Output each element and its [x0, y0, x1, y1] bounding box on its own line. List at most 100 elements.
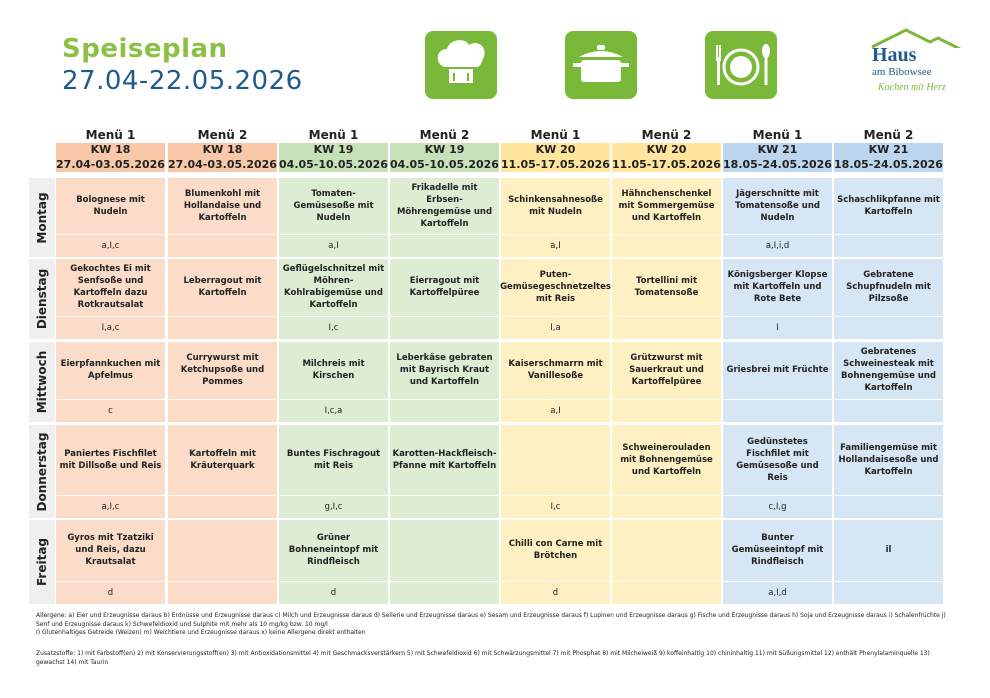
dish-name: Currywurst mit Ketchupsoße und Pommes	[180, 353, 265, 387]
menu-cell: Grützwurst mit Sauerkraut und Kartoffelp…	[612, 342, 721, 422]
kw-header: KW 20	[501, 143, 610, 157]
kw-header: KW 18	[56, 143, 165, 157]
allergen-codes: a,I	[501, 234, 610, 257]
menu-cell: Jägerschnitte mit Tomatensoße und Nudeln…	[723, 178, 832, 257]
allergen-codes	[612, 581, 721, 604]
allergen-codes	[390, 399, 499, 422]
allergen-codes: a,I,c	[56, 495, 165, 518]
menu-cell: Schinkensahnesoße mit Nudeln a,I	[501, 178, 610, 257]
cooking-pot-icon	[565, 31, 637, 99]
menu-cell: Bolognese mit Nudeln a,I,c	[56, 178, 165, 257]
allergen-codes	[168, 316, 277, 339]
dish-name: Eierpfannkuchen mit Apfelmus	[60, 359, 161, 381]
menu-cell: Schaschlikpfanne mit Kartoffeln	[834, 178, 943, 257]
date-header: 27.04-03.05.2026	[56, 157, 165, 172]
dish-name	[392, 526, 497, 574]
allergen-codes: a,I	[501, 399, 610, 422]
dish-name: Bunter Gemüseeintopf mit Rindfleisch	[731, 533, 824, 567]
date-header: 04.05-10.05.2026	[279, 157, 388, 172]
allergen-codes	[168, 234, 277, 257]
chef-hat-icon	[425, 31, 497, 99]
allergen-codes	[723, 399, 832, 422]
date-header: 27.04-03.05.2026	[168, 157, 277, 172]
date-header: 18.05-24.05.2026	[834, 157, 943, 172]
dish-name: Schweinerouladen mit Bohnengemüse und Ka…	[620, 442, 713, 477]
menu-cell	[390, 520, 499, 604]
menu-cell: Blumenkohl mit Hollandaise und Kartoffel…	[168, 178, 277, 257]
allergen-codes	[834, 399, 943, 422]
dish-name: Tomaten-Gemüsesoße mit Nudeln	[293, 188, 374, 223]
allergen-codes	[390, 234, 499, 257]
allergen-codes: I,a	[501, 316, 610, 339]
menu-header: Menü 1	[530, 128, 581, 142]
menu-cell: Kaiserschmarrn mit Vanillesoße a,I	[501, 342, 610, 422]
dish-name: Milchreis mit Kirschen	[302, 359, 365, 381]
dish-name: Bolognese mit Nudeln	[76, 194, 145, 217]
menu-cell	[168, 520, 277, 604]
menu-cell: Leberkäse gebraten mit Bayrisch Kraut un…	[390, 342, 499, 422]
allergen-codes	[390, 581, 499, 604]
menu-cell: Grüner Bohneneintopf mit Rindfleisch d	[279, 520, 388, 604]
dish-name: Hähnchenschenkel mit Sommergemüse und Ka…	[618, 188, 715, 223]
allergen-codes	[612, 316, 721, 339]
allergen-codes	[390, 316, 499, 339]
allergen-codes	[612, 495, 721, 518]
allergen-codes	[834, 316, 943, 339]
day-name: Mittwoch	[35, 350, 49, 414]
dish-name: Buntes Fischragout mit Reis	[286, 448, 381, 471]
dish-name: Schinkensahnesoße mit Nudeln	[508, 194, 603, 217]
menu-cell: Bunter Gemüseeintopf mit Rindfleisch a,I,…	[723, 520, 832, 604]
dish-name: Puten-Gemüsegeschnetzeltes mit Reis	[500, 270, 611, 304]
dish-name: Kartoffeln mit Kräuterquark	[189, 448, 256, 471]
dish-name: Tortellini mit Tomatensoße	[634, 276, 699, 298]
dish-name: Leberkäse gebraten mit Bayrisch Kraut un…	[396, 353, 493, 387]
day-label: Donnerstag	[29, 425, 55, 518]
kw-header: KW 21	[834, 143, 943, 157]
day-name: Freitag	[35, 537, 49, 587]
allergen-codes	[834, 581, 943, 604]
allergen-codes: I	[723, 316, 832, 339]
allergen-codes: I,c	[279, 316, 388, 339]
menu-cell: Gebratenes Schweinesteak mit Bohnengemüs…	[834, 342, 943, 422]
menu-cell: Gebratene Schupfnudeln mit Pilzsoße	[834, 259, 943, 339]
dish-name	[614, 526, 719, 574]
page-title: Speiseplan	[62, 34, 228, 64]
menu-cell: Frikadelle mit Erbsen-Möhrengemüse und K…	[390, 178, 499, 257]
allergen-codes	[168, 495, 277, 518]
menu-header: Menü 2	[197, 128, 248, 142]
menu-cell: Tortellini mit Tomatensoße	[612, 259, 721, 339]
menu-cell: Tomaten-Gemüsesoße mit Nudeln a,I	[279, 178, 388, 257]
menu-header: Menü 1	[752, 128, 803, 142]
allergen-codes: d	[279, 581, 388, 604]
menu-cell: Gekochtes Ei mit Senfsoße und Kartoffeln…	[56, 259, 165, 339]
dish-name: Jägerschnitte mit Tomatensoße und Nudeln	[735, 188, 820, 223]
allergene-text-2: I) Glutenhaltiges Getreide (Weizen) m) W…	[36, 629, 366, 636]
day-label: Mittwoch	[29, 342, 55, 422]
day-label: Freitag	[29, 520, 55, 604]
dish-name: Kaiserschmarrn mit Vanillesoße	[508, 359, 603, 381]
day-label: Dienstag	[29, 259, 55, 339]
menu-cell: Schweinerouladen mit Bohnengemüse und Ka…	[612, 425, 721, 518]
dish-name: Geflügelschnitzel mit Möhren-Kohlrabigem…	[282, 264, 385, 310]
logo-slogan: Kochen mit Herz	[878, 82, 946, 93]
dish-name: Grützwurst mit Sauerkraut und Kartoffelp…	[629, 353, 704, 387]
menu-cell: Puten-Gemüsegeschnetzeltes mit Reis I,a	[500, 259, 611, 339]
footer-zusatzstoffe: Zusatzstoffe: 1) mit Farbstoff(en) 2) mi…	[36, 650, 930, 666]
allergen-codes: I,c	[501, 495, 610, 518]
allergen-codes: I,c,a	[279, 399, 388, 422]
dish-name: il	[885, 545, 892, 555]
dish-name: Gebratene Schupfnudeln mit Pilzsoße	[846, 270, 931, 304]
menu-header: Menü 1	[308, 128, 359, 142]
dish-name: Griesbrei mit Früchte	[726, 365, 829, 375]
day-name: Donnerstag	[35, 432, 49, 511]
menu-cell: I,c	[501, 425, 610, 518]
menu-cell: Familiengemüse mit Hollandaisesoße und K…	[834, 425, 943, 518]
menu-cell: Kartoffeln mit Kräuterquark	[168, 425, 277, 518]
menu-cell: Hähnchenschenkel mit Sommergemüse und Ka…	[612, 178, 721, 257]
dish-name: Chilli con Carne mit Brötchen	[508, 539, 603, 561]
logo-sub: am Bibowsee	[872, 66, 932, 78]
dish-name: Karotten-Hackfleisch-Pfanne mit Kartoffe…	[392, 448, 497, 471]
allergen-codes: d	[56, 581, 165, 604]
dish-name: Frikadelle mit Erbsen-Möhrengemüse und K…	[396, 182, 493, 229]
allergen-codes	[834, 234, 943, 257]
